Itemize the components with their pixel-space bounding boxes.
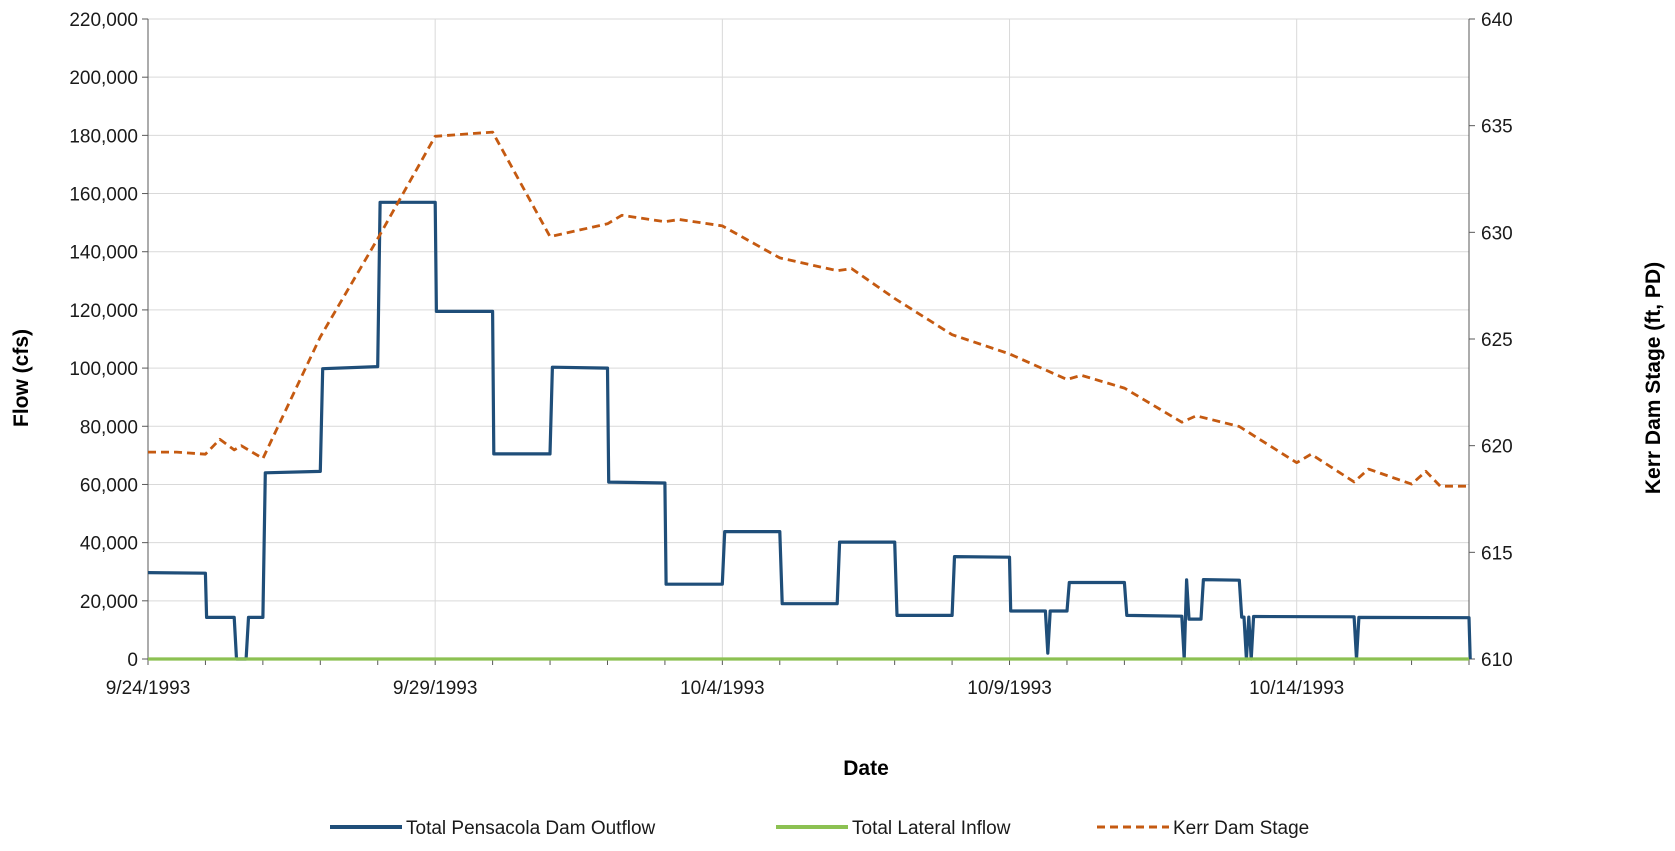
x-tick-label: 10/9/1993: [967, 678, 1052, 699]
y-left-tick-label: 80,000: [80, 417, 138, 438]
y-left-tick-label: 20,000: [80, 592, 138, 613]
y-left-tick-label: 200,000: [69, 68, 138, 89]
y-axis-left-title: Flow (cfs): [10, 329, 33, 427]
y-right-tick-label: 625: [1481, 330, 1513, 351]
x-tick-label: 10/14/1993: [1249, 678, 1344, 699]
legend: Total Pensacola Dam Outflow Total Latera…: [330, 818, 1309, 839]
gridlines: [147, 18, 1470, 659]
y-left-tick-label: 0: [127, 650, 138, 671]
y-right-tick-label: 610: [1481, 650, 1513, 671]
tick-labels: 0 20,000 40,000 60,000 80,000 100,000 120,000 1…: [69, 10, 1512, 699]
y-right-tick-label: 615: [1481, 543, 1513, 564]
x-tick-label: 9/24/1993: [106, 678, 191, 699]
y-right-tick-label: 640: [1481, 10, 1513, 31]
y-axis-right-title: Kerr Dam Stage (ft, PD): [1642, 262, 1665, 494]
x-tick-label: 9/29/1993: [393, 678, 478, 699]
x-tick-label: 10/4/1993: [680, 678, 765, 699]
y-left-tick-label: 140,000: [69, 243, 138, 264]
series-line-kerr-stage: [148, 130, 1469, 488]
y-left-tick-label: 220,000: [69, 10, 138, 31]
series-lines: [147, 130, 1472, 661]
legend-label-outflow: Total Pensacola Dam Outflow: [406, 818, 656, 839]
y-left-tick-label: 60,000: [80, 475, 138, 496]
y-right-tick-label: 635: [1481, 117, 1513, 138]
legend-label-kerr-stage: Kerr Dam Stage: [1173, 818, 1309, 839]
y-right-tick-label: 620: [1481, 437, 1513, 458]
y-left-tick-label: 40,000: [80, 534, 138, 555]
legend-label-lateral-inflow: Total Lateral Inflow: [852, 818, 1011, 839]
axes: [142, 18, 1475, 665]
y-left-tick-label: 180,000: [69, 126, 138, 147]
y-right-tick-label: 630: [1481, 223, 1513, 244]
y-left-tick-label: 160,000: [69, 185, 138, 206]
series-line-outflow: [147, 200, 1472, 661]
y-left-tick-label: 120,000: [69, 301, 138, 322]
x-axis-title: Date: [843, 757, 889, 780]
y-left-tick-label: 100,000: [69, 359, 138, 380]
